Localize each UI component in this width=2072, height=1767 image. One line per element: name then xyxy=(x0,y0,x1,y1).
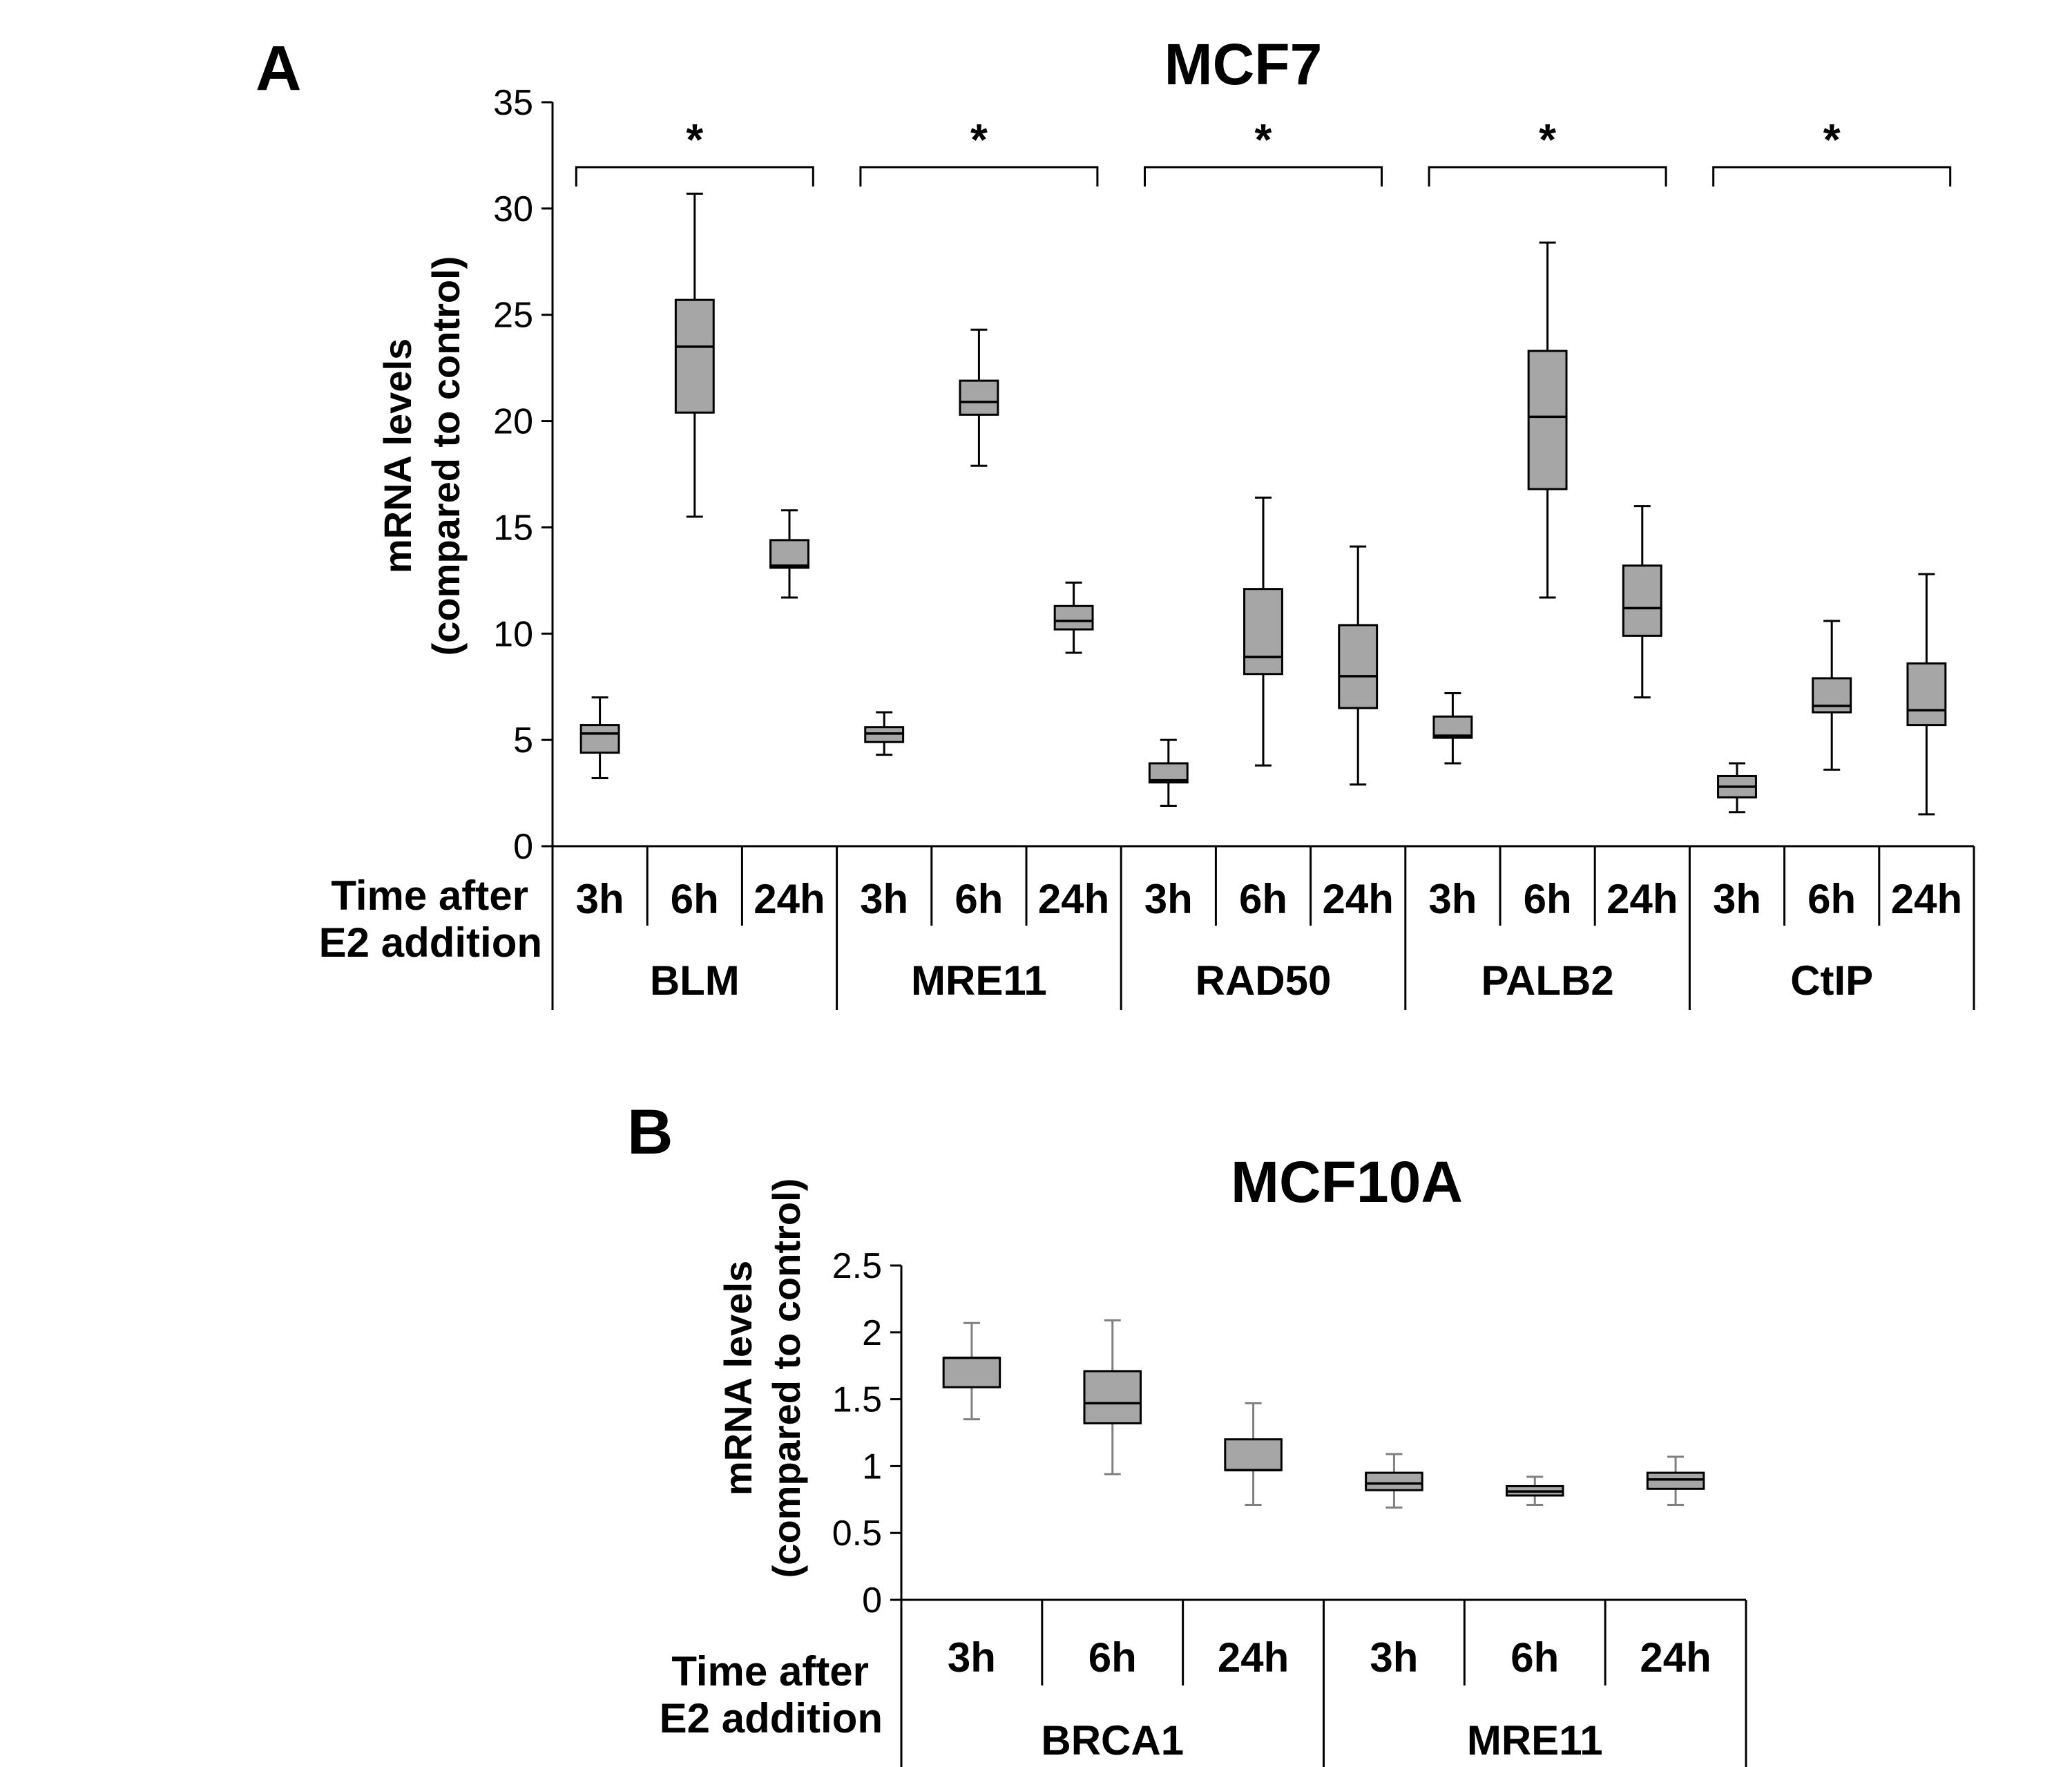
box xyxy=(769,539,809,569)
time-label: 24h xyxy=(1323,876,1394,922)
significance-star: * xyxy=(1539,115,1556,164)
y-tick-label: 0 xyxy=(513,827,533,867)
y-tick-label: 1.5 xyxy=(832,1380,882,1420)
panel-a-ylabel-line1: mRNA levels xyxy=(376,338,419,573)
panel-b-ylabel-line2: (compared to control) xyxy=(765,1178,808,1578)
significance-star: * xyxy=(970,115,988,164)
y-tick-label: 2.5 xyxy=(832,1246,882,1286)
time-label: 6h xyxy=(1524,876,1572,922)
time-label: 24h xyxy=(1891,876,1962,922)
group-label: MRE11 xyxy=(1467,1717,1603,1764)
box xyxy=(942,1357,1001,1388)
box xyxy=(959,379,999,416)
box xyxy=(1224,1438,1283,1471)
box xyxy=(1906,662,1947,727)
panel-b-title: MCF10A xyxy=(1231,1149,1463,1214)
panel-a-letter: A xyxy=(256,33,301,104)
box xyxy=(579,724,620,754)
time-label: 3h xyxy=(1713,876,1761,922)
time-label: 3h xyxy=(1428,876,1477,922)
time-label: 6h xyxy=(1510,1634,1559,1681)
significance-bracket xyxy=(1712,166,1952,187)
y-tick-label: 5 xyxy=(513,720,533,761)
time-label: 6h xyxy=(671,876,719,922)
time-label: 3h xyxy=(1144,876,1193,922)
panel-b-letter: B xyxy=(627,1097,673,1167)
box xyxy=(1432,715,1473,739)
panel-b-row-label-line2: E2 addition xyxy=(660,1695,883,1741)
group-label: BLM xyxy=(650,957,740,1004)
box xyxy=(1527,350,1568,490)
panel-a-row-label-line2: E2 addition xyxy=(319,919,542,966)
y-tick-label: 20 xyxy=(493,402,533,442)
significance-star: * xyxy=(1823,115,1841,164)
panel-b-ylabel-line1: mRNA levels xyxy=(716,1261,760,1496)
y-tick-label: 0.5 xyxy=(832,1513,882,1554)
panel-b-row-label-line1: Time after xyxy=(671,1648,869,1694)
y-tick-label: 0 xyxy=(862,1580,882,1621)
significance-bracket xyxy=(1144,166,1383,187)
box xyxy=(674,298,715,414)
time-label: 6h xyxy=(1807,876,1856,922)
box xyxy=(1083,1370,1142,1424)
time-label: 24h xyxy=(1606,876,1678,922)
time-label: 3h xyxy=(948,1634,996,1681)
time-label: 3h xyxy=(860,876,908,922)
group-label: BRCA1 xyxy=(1041,1717,1184,1764)
significance-star: * xyxy=(686,115,703,164)
panel-a-ylabel-line2: (compared to control) xyxy=(424,256,468,656)
panel-a-row-label-line1: Time after xyxy=(331,872,528,919)
box xyxy=(1622,564,1662,637)
group-label: PALB2 xyxy=(1481,957,1613,1004)
significance-bracket xyxy=(859,166,1099,187)
box xyxy=(1812,677,1852,714)
time-label: 6h xyxy=(1239,876,1287,922)
panel-a-plot: 0 5 10 15 20 25 30 35 BLM * 3h 6h 24h MRE11 * 3h 6h 24h RA… xyxy=(493,83,1975,1010)
time-label: 3h xyxy=(576,876,624,922)
time-label: 6h xyxy=(955,876,1003,922)
significance-bracket xyxy=(1428,166,1667,187)
significance-star: * xyxy=(1255,115,1272,164)
y-tick-label: 10 xyxy=(493,614,533,654)
box xyxy=(1646,1471,1705,1490)
group-label: CtIP xyxy=(1790,957,1873,1004)
y-tick-label: 15 xyxy=(493,508,533,548)
panel-a-title: MCF7 xyxy=(1164,32,1323,97)
box xyxy=(1053,604,1094,631)
box xyxy=(1243,588,1283,676)
time-label: 24h xyxy=(1640,1634,1711,1681)
time-label: 3h xyxy=(1370,1634,1418,1681)
y-tick-label: 1 xyxy=(862,1446,882,1487)
time-label: 24h xyxy=(1218,1634,1289,1681)
significance-bracket xyxy=(575,166,814,187)
group-label: RAD50 xyxy=(1196,957,1332,1004)
panel-b-plot: 0 0.5 1 1.5 2 2.5 BRCA1 3h 6h 24h MRE11 3h 6h 24h xyxy=(832,1246,1747,1767)
group-label: MRE11 xyxy=(911,957,1047,1004)
time-label: 6h xyxy=(1088,1634,1137,1681)
box xyxy=(1338,624,1379,709)
time-label: 24h xyxy=(1038,876,1109,922)
time-label: 24h xyxy=(754,876,825,922)
y-tick-label: 35 xyxy=(493,83,533,123)
y-tick-label: 2 xyxy=(862,1313,882,1353)
y-tick-label: 30 xyxy=(493,189,533,229)
y-tick-label: 25 xyxy=(493,296,533,336)
box xyxy=(1365,1471,1423,1491)
